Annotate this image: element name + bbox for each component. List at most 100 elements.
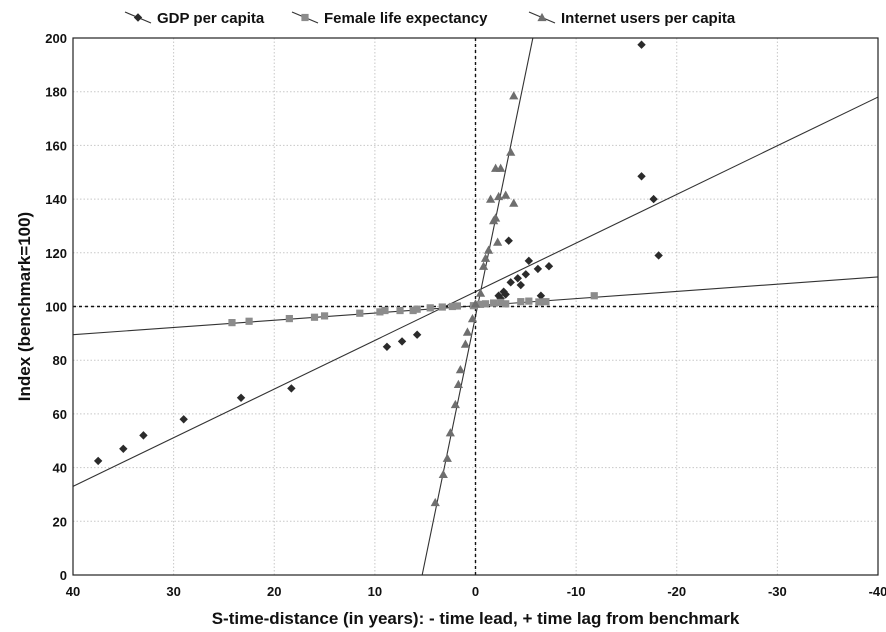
data-point <box>637 40 646 49</box>
data-point <box>462 327 473 336</box>
data-point <box>438 303 446 311</box>
y-tick-label: 60 <box>53 407 67 422</box>
legend-item: GDP per capita <box>124 10 265 27</box>
data-point <box>139 431 148 440</box>
data-point <box>513 274 522 283</box>
data-point <box>516 280 525 290</box>
data-point <box>504 236 513 245</box>
data-point <box>535 298 543 306</box>
data-point <box>533 264 543 274</box>
data-point <box>501 290 510 299</box>
data-point <box>475 288 486 297</box>
data-point <box>480 253 491 262</box>
data-point <box>506 147 516 156</box>
data-point <box>544 262 554 271</box>
data-point <box>412 330 422 339</box>
data-point <box>536 291 546 300</box>
data-point <box>481 300 490 308</box>
legend-item: Internet users per capita <box>528 10 736 27</box>
x-tick-label: 30 <box>166 584 180 599</box>
data-point <box>524 256 534 266</box>
legend-label: Internet users per capita <box>561 10 736 27</box>
x-tick-label: -40 <box>869 584 886 599</box>
data-point <box>320 312 329 320</box>
data-point <box>517 298 525 306</box>
data-point <box>493 237 503 246</box>
data-point <box>476 300 485 308</box>
data-point <box>448 302 456 311</box>
data-point <box>93 456 103 466</box>
data-point <box>119 444 128 454</box>
x-axis-title: S-time-distance (in years): - time lead,… <box>212 609 740 628</box>
y-tick-label: 140 <box>45 192 67 207</box>
data-point <box>356 309 364 317</box>
data-point <box>509 198 519 207</box>
x-tick-label: -20 <box>667 584 686 599</box>
x-tick-label: 40 <box>66 584 80 599</box>
data-point <box>396 306 404 315</box>
data-point <box>460 339 471 348</box>
data-point <box>494 191 504 201</box>
y-axis-title: Index (benchmark=100) <box>15 212 34 401</box>
legend-item: Female life expectancy <box>291 10 488 27</box>
data-point <box>445 428 455 437</box>
x-tick-label: 0 <box>472 584 479 599</box>
data-point <box>228 319 236 327</box>
data-point <box>590 292 598 300</box>
data-point <box>490 299 498 307</box>
data-point <box>453 302 461 310</box>
x-tick-label: -10 <box>567 584 586 599</box>
legend: GDP per capita Female life expectancy Inte… <box>124 10 736 27</box>
data-point <box>285 314 293 323</box>
data-point <box>496 163 506 172</box>
data-point <box>654 251 663 260</box>
data-point <box>478 261 489 270</box>
data-point <box>430 497 440 507</box>
data-point <box>509 91 519 100</box>
data-point <box>381 306 389 315</box>
data-point <box>506 278 515 287</box>
y-tick-label: 80 <box>53 353 67 368</box>
y-tick-label: 0 <box>60 568 67 583</box>
y-tick-label: 200 <box>45 31 67 46</box>
tick-labels: 40 30 20 10 0 -10 -20 -30 -400204060801001201401… <box>45 31 886 599</box>
data-point <box>413 305 421 313</box>
data-point <box>426 304 434 312</box>
data-point <box>450 399 460 409</box>
data-point <box>483 245 494 254</box>
data-point <box>542 298 550 306</box>
data-points <box>93 40 663 507</box>
data-point <box>485 194 496 203</box>
data-point <box>310 313 319 321</box>
x-tick-label: 20 <box>267 584 281 599</box>
x-tick-label: 10 <box>368 584 382 599</box>
legend-label: Female life expectancy <box>324 10 488 27</box>
data-point <box>287 384 296 393</box>
data-point <box>467 313 478 323</box>
data-point <box>521 270 531 279</box>
data-point <box>649 194 658 204</box>
y-tick-label: 100 <box>45 300 67 315</box>
data-point <box>442 453 452 462</box>
y-tick-label: 180 <box>45 85 67 100</box>
y-tick-label: 40 <box>53 461 67 476</box>
y-tick-label: 160 <box>45 138 67 153</box>
data-point <box>455 364 466 374</box>
legend-label: GDP per capita <box>157 10 265 27</box>
y-tick-label: 120 <box>45 246 67 261</box>
data-point <box>382 342 392 351</box>
data-point <box>376 308 384 316</box>
data-point <box>409 306 417 315</box>
data-point <box>397 337 407 346</box>
plot-frame <box>72 37 879 576</box>
data-point <box>245 317 253 325</box>
data-point <box>502 300 510 308</box>
data-point <box>179 415 188 424</box>
data-point <box>525 297 533 305</box>
data-point <box>637 172 646 181</box>
data-point <box>491 213 501 222</box>
legend-marker <box>537 12 547 22</box>
legend-marker <box>301 13 309 22</box>
y-tick-label: 20 <box>53 514 67 529</box>
x-tick-label: -30 <box>768 584 787 599</box>
